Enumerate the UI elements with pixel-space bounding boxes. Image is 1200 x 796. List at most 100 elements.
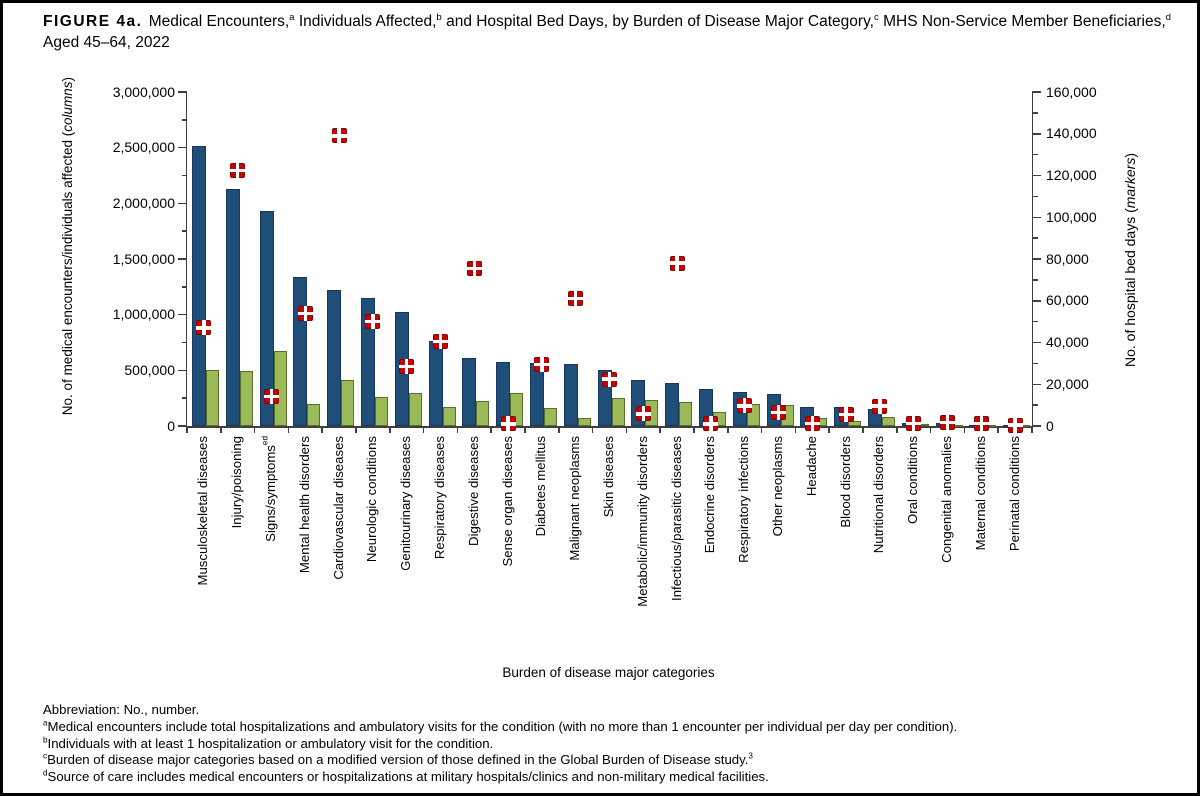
left-axis-tick: [181, 341, 187, 344]
right-axis-tick: [1032, 112, 1038, 114]
x-axis-tick: [591, 428, 594, 433]
left-axis-tick-label: 3,000,000: [112, 83, 175, 100]
marker-hospital-bed-days: [466, 260, 482, 276]
x-category-label: Congenital anomalies: [939, 436, 954, 563]
marker-hospital-bed-days: [838, 407, 854, 423]
bar-individuals-affected: [341, 379, 355, 426]
right-axis-tick: [1032, 279, 1038, 281]
bar-individuals-affected: [476, 400, 490, 426]
right-axis-tick-label: 160,000: [1046, 83, 1097, 100]
right-axis-tick: [1032, 383, 1041, 385]
x-axis-tick: [389, 428, 391, 433]
footnote-line: aMedical encounters include total hospit…: [43, 718, 958, 734]
left-axis-title: No. of medical encounters/individuals af…: [60, 77, 75, 416]
x-category-label: Infectious/parasitic diseases: [668, 436, 684, 601]
right-axis-tick: [1032, 404, 1038, 406]
right-axis-tick: [1032, 216, 1041, 218]
bar-medical-encounters: [665, 383, 680, 426]
x-category-label: Blood disorders: [837, 436, 853, 528]
marker-hospital-bed-days: [534, 356, 550, 372]
x-axis-title: Burden of disease major categories: [502, 665, 715, 680]
left-axis-tick-label: 1,000,000: [112, 306, 175, 323]
x-category-label: Nutritional disorders: [871, 436, 887, 554]
left-axis-tick-label: 500,000: [124, 361, 175, 378]
x-category-label: Headache: [803, 436, 819, 497]
marker-hospital-bed-days: [940, 415, 955, 431]
left-axis-tick-label: 2,500,000: [112, 139, 175, 156]
right-axis-tick: [1032, 153, 1038, 156]
bar-medical-encounters: [259, 210, 274, 426]
marker-hospital-bed-days: [264, 389, 279, 405]
x-category-label: Digestive diseases: [465, 436, 481, 546]
right-axis-tick-label: 100,000: [1046, 208, 1097, 225]
x-category-label: Perinatal conditions: [1006, 436, 1022, 552]
marker-hospital-bed-days: [331, 128, 347, 144]
left-axis-tick: [181, 286, 187, 288]
x-axis-tick: [625, 428, 628, 433]
bar-medical-encounters: [563, 364, 578, 426]
right-axis-tick-label: 60,000: [1046, 292, 1089, 309]
right-axis-tick: [1032, 195, 1038, 198]
right-axis-tick-label: 20,000: [1046, 375, 1089, 392]
right-axis-tick: [1032, 320, 1038, 323]
bar-individuals-affected: [307, 404, 321, 426]
bar-medical-encounters: [361, 297, 375, 426]
bar-individuals-affected: [273, 351, 287, 426]
bar-individuals-affected: [239, 371, 253, 426]
x-axis-tick: [422, 428, 425, 433]
x-category-label: Metabolic/immunity disorders: [634, 436, 650, 607]
x-category-label: Skin diseases: [601, 436, 616, 518]
x-axis-tick: [220, 428, 222, 433]
left-axis-tick: [178, 258, 187, 260]
x-axis-tick: [727, 428, 729, 433]
footnote-line: cBurden of disease major categories base…: [43, 752, 753, 768]
x-axis-tick: [862, 428, 864, 433]
marker-hospital-bed-days: [1007, 417, 1023, 433]
bar-individuals-affected: [206, 369, 219, 426]
bar-medical-encounters: [462, 358, 477, 426]
footnote-line: Abbreviation: No., number.: [43, 702, 200, 717]
right-axis-tick: [1032, 341, 1041, 344]
footnote-line: bIndividuals with at least 1 hospitaliza…: [43, 735, 494, 751]
left-axis-tick: [181, 230, 187, 232]
bar-individuals-affected: [611, 397, 625, 426]
x-axis-tick: [287, 428, 290, 433]
x-axis-tick: [794, 428, 797, 433]
x-category-label: Malignant neoplasms: [567, 436, 583, 561]
marker-hospital-bed-days: [297, 305, 313, 321]
right-axis-tick: [1032, 300, 1041, 302]
bar-individuals-affected: [848, 420, 862, 426]
bar-medical-encounters: [530, 363, 544, 426]
right-axis-tick-label: 80,000: [1046, 250, 1089, 267]
left-axis-tick-label: 0: [167, 417, 175, 434]
marker-hospital-bed-days: [804, 415, 820, 431]
right-axis-tick-label: 120,000: [1046, 167, 1097, 183]
x-category-label: Endocrine disorders: [702, 436, 718, 554]
x-axis-tick: [693, 428, 695, 433]
x-category-label: Mental health disorders: [296, 436, 312, 574]
x-category-label: Cardiovascular diseases: [330, 436, 346, 580]
left-axis-tick: [178, 91, 187, 93]
right-axis-tick-label: 0: [1046, 417, 1054, 434]
x-category-label: Respiratory diseases: [432, 436, 447, 560]
marker-hospital-bed-days: [906, 415, 922, 431]
left-axis-tick: [181, 174, 187, 177]
marker-hospital-bed-days: [872, 398, 888, 414]
marker-hospital-bed-days: [703, 416, 719, 432]
marker-hospital-bed-days: [365, 314, 381, 330]
x-category-label: Injury/poisoning: [229, 436, 245, 529]
bar-medical-encounters: [192, 145, 206, 426]
plot-area: 0 500,000 1,000,000 1,500,000 2,000,000 2,500…: [113, 84, 1097, 607]
x-axis-tick: [896, 428, 898, 433]
right-axis-tick: [1032, 237, 1038, 239]
x-axis-tick: [456, 428, 459, 433]
x-axis-tick: [929, 428, 932, 433]
x-category-label: Signs/symptomsed: [260, 436, 278, 542]
x-axis-tick: [828, 428, 830, 433]
x-axis-tick: [524, 428, 526, 433]
x-axis-tick: [558, 428, 560, 433]
marker-hospital-bed-days: [771, 405, 786, 421]
x-category-label: Respiratory infections: [736, 436, 752, 563]
left-axis-tick: [181, 397, 187, 399]
left-axis-tick: [178, 369, 187, 372]
